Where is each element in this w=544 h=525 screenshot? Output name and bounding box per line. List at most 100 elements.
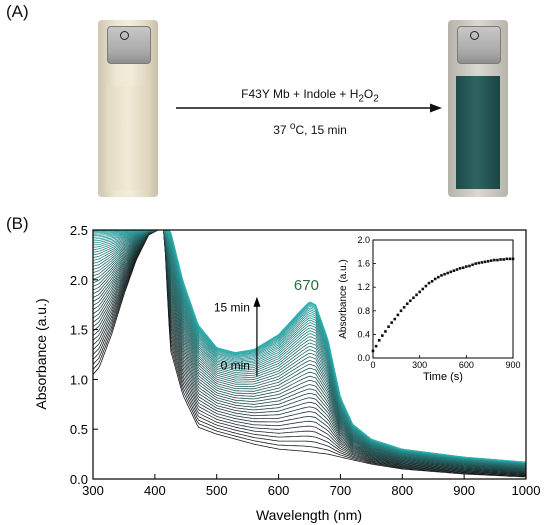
inset-data-point xyxy=(486,259,490,263)
inset-frame xyxy=(372,239,514,359)
inset-data-point xyxy=(452,269,456,272)
time-arrow-up-icon xyxy=(253,296,261,307)
y-tick-label: 2.5 xyxy=(70,223,88,238)
x-tick-label: 900 xyxy=(453,483,475,498)
y-axis-title: Absorbance (a.u.) xyxy=(33,298,49,409)
cap-ring-icon xyxy=(470,31,479,40)
inset-x-tick-label: 0 xyxy=(370,360,375,370)
inset-data-point xyxy=(377,339,381,342)
inset-data-point xyxy=(381,334,384,337)
inset-y-axis-title: Absorbance (a.u.) xyxy=(338,259,349,339)
degree-sup: o xyxy=(289,121,296,132)
inset-data-point xyxy=(496,258,499,262)
inset-data-point xyxy=(437,275,440,279)
inset-data-point xyxy=(458,267,462,270)
inset-data-point xyxy=(418,290,421,294)
cuvette-cap xyxy=(107,26,151,64)
reaction-arrow-icon xyxy=(176,103,442,113)
conditions-temp: 37 xyxy=(273,123,290,137)
inset-data-point xyxy=(433,277,437,281)
conditions-rest: C, 15 min xyxy=(295,123,347,137)
y-tick-label: 2.0 xyxy=(70,273,88,288)
inset-y-tick-label: 1.6 xyxy=(357,259,370,269)
inset-data-point xyxy=(440,274,443,277)
inset-data-point xyxy=(405,302,409,306)
inset-data-point xyxy=(461,266,465,270)
inset-data-point xyxy=(480,261,484,264)
reaction-conditions: 37 oC, 15 min xyxy=(175,121,445,137)
inset-x-tick-label: 300 xyxy=(412,360,427,370)
panel-label-b: (B) xyxy=(6,214,29,233)
inset-data-point xyxy=(483,260,487,264)
reagents-mid: O xyxy=(363,87,374,101)
inset-data-point xyxy=(421,287,425,291)
y-tick-label: 0.5 xyxy=(70,422,88,437)
inset-data-point xyxy=(387,325,390,329)
inset-data-point xyxy=(412,296,415,300)
inset-data-point xyxy=(508,257,512,261)
inset-data-point xyxy=(384,330,387,333)
cap-ring-icon xyxy=(120,31,129,40)
inset-data-point xyxy=(477,261,481,265)
inset-kinetics-chart: 0 300 600 900 0.0 0.4 0.8 1.2 1.6 2.0 Time (s) A… xyxy=(338,235,525,396)
inset-data-point xyxy=(390,321,393,324)
inset-data-point xyxy=(430,280,434,283)
inset-data-points xyxy=(361,236,525,396)
cuvette-before-photo xyxy=(98,20,158,197)
inset-data-point xyxy=(502,258,505,261)
x-tick-label: 500 xyxy=(206,483,228,498)
inset-data-point xyxy=(424,284,428,288)
inset-data-point xyxy=(427,281,431,285)
y-tick-label: 1.0 xyxy=(70,372,88,387)
inset-x-ticks: 0 300 600 900 xyxy=(370,355,521,370)
inset-data-point xyxy=(489,259,493,262)
x-tick-label: 300 xyxy=(82,483,104,498)
inset-data-point xyxy=(493,258,496,262)
inset-data-point xyxy=(465,265,468,268)
peak-annotation-670: 670 xyxy=(294,277,319,294)
inset-data-point xyxy=(505,257,509,261)
inset-x-tick-label: 900 xyxy=(505,360,520,370)
y-tick-label: 0.0 xyxy=(70,472,88,487)
inset-y-tick-label: 0.4 xyxy=(357,329,370,339)
green-solution xyxy=(456,76,500,189)
reagents-sub2: 2 xyxy=(373,93,379,105)
inset-y-tick-label: 0.0 xyxy=(357,353,370,363)
inset-y-tick-label: 1.2 xyxy=(357,282,370,292)
x-tick-label: 1000 xyxy=(512,483,541,498)
inset-data-point xyxy=(455,268,459,271)
inset-data-point xyxy=(415,293,418,297)
x-tick-label: 400 xyxy=(144,483,166,498)
inset-data-point xyxy=(449,270,453,274)
cuvette-after-photo xyxy=(448,20,508,197)
inset-background xyxy=(361,236,525,396)
inset-data-point xyxy=(396,313,400,317)
inset-data-point xyxy=(399,309,403,313)
inset-data-point xyxy=(402,305,406,309)
x-axis-title: Wavelength (nm) xyxy=(256,507,362,523)
uv-vis-spectra-chart: 300 400 500 600 700 800 900 1000 0.0 0.5 1.0 1.5 2.… xyxy=(33,223,540,523)
inset-data-point xyxy=(471,263,474,267)
inset-data-point xyxy=(374,344,378,348)
reagents-sub: 2 xyxy=(358,93,364,105)
inset-y-ticks: 0.0 0.4 0.8 1.2 1.6 2.0 xyxy=(357,235,376,363)
x-axis-ticks: 300 400 500 600 700 800 900 1000 xyxy=(82,474,540,498)
inset-data-point xyxy=(409,299,412,303)
panel-label-a: (A) xyxy=(6,2,29,21)
y-tick-label: 1.5 xyxy=(70,323,88,338)
inset-data-point xyxy=(468,264,471,268)
reaction-reagents: F43Y Mb + Indole + H2O2 xyxy=(175,87,445,104)
inset-y-tick-label: 0.8 xyxy=(357,306,370,316)
spectrum-line xyxy=(93,230,526,463)
y-axis-ticks: 0.0 0.5 1.0 1.5 2.0 2.5 xyxy=(70,223,98,487)
time-label-15min: 15 min xyxy=(214,301,250,315)
inset-x-tick-label: 600 xyxy=(459,360,474,370)
cuvette-cap xyxy=(457,26,501,64)
time-label-0min: 0 min xyxy=(221,358,250,372)
x-tick-label: 800 xyxy=(391,483,413,498)
x-tick-label: 600 xyxy=(268,483,290,498)
inset-data-point xyxy=(499,258,502,261)
plot-frame xyxy=(92,229,527,480)
inset-data-point xyxy=(474,262,477,265)
inset-data-point xyxy=(393,317,397,321)
